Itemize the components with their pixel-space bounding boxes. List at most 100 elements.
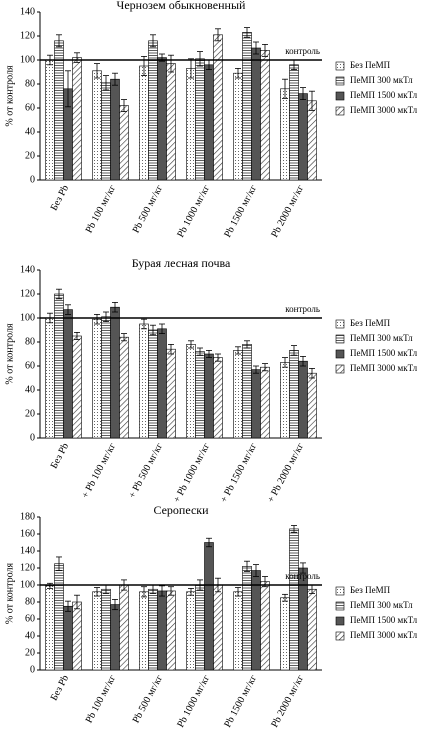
error-bar — [188, 58, 194, 79]
bar — [72, 57, 82, 181]
error-bar — [235, 346, 241, 355]
error-bar — [282, 78, 288, 99]
y-tick-label: 140 — [20, 264, 35, 275]
error-bar — [197, 51, 203, 67]
bar — [289, 64, 299, 181]
error-bar — [244, 560, 250, 572]
x-tick-label: Pb 500 мг/кг — [131, 673, 165, 725]
legend-swatch — [335, 616, 345, 626]
y-tick-label: 20 — [25, 647, 35, 658]
bar — [157, 590, 167, 671]
bar — [119, 584, 129, 671]
bar — [92, 591, 102, 671]
bar — [213, 357, 223, 439]
bar — [92, 70, 102, 181]
y-tick-label: 60 — [25, 360, 35, 371]
reference-label: контроль — [285, 46, 320, 56]
error-bar — [235, 68, 241, 79]
bar — [195, 584, 205, 671]
legend-label: ПеМП 1500 мкТл — [350, 348, 418, 358]
error-bar — [168, 54, 174, 73]
error-bar — [74, 52, 80, 63]
y-tick-label: 100 — [20, 312, 35, 323]
y-tick-label: 20 — [25, 150, 35, 161]
bar — [45, 59, 55, 181]
x-tick-label: + Pb 100 мг/кг — [80, 441, 118, 500]
error-bar — [112, 301, 118, 313]
legend-label: ПеМП 3000 мкТл — [350, 363, 418, 373]
error-bar — [94, 313, 100, 325]
error-bar — [300, 87, 306, 100]
legend-label: ПеМП 1500 мкТл — [350, 90, 418, 100]
x-tick-label: + Pb 1000 мг/кг — [172, 441, 213, 504]
legend-label: ПеМП 3000 мкТл — [350, 105, 418, 115]
error-bar — [168, 343, 174, 355]
bar — [157, 328, 167, 439]
y-axis-label: % от контроля — [4, 562, 15, 624]
bar — [307, 100, 317, 181]
error-bar — [141, 586, 147, 598]
bar — [251, 369, 261, 439]
bar — [242, 32, 252, 181]
bar — [139, 323, 149, 439]
bar — [213, 584, 223, 671]
x-tick-label: Без Pb — [49, 183, 72, 212]
y-tick-label: 0 — [30, 432, 35, 443]
y-tick-label: 0 — [30, 174, 35, 185]
y-tick-label: 120 — [20, 288, 35, 299]
bar — [110, 306, 120, 439]
x-tick-label: Без Pb — [49, 673, 72, 702]
y-tick-label: 60 — [25, 613, 35, 624]
y-tick-label: 40 — [25, 384, 35, 395]
y-tick-label: 140 — [20, 6, 35, 17]
y-tick-label: 40 — [25, 630, 35, 641]
bar — [92, 318, 102, 439]
bar — [251, 47, 261, 181]
y-tick-label: 180 — [20, 511, 35, 522]
bar — [148, 329, 158, 439]
y-tick-label: 100 — [20, 579, 35, 590]
legend-label: ПеМП 300 мкТл — [350, 75, 413, 85]
bar — [280, 88, 290, 181]
bar — [110, 78, 120, 181]
error-bar — [197, 347, 203, 356]
bar — [54, 563, 64, 671]
bar — [204, 542, 214, 671]
legend-label: ПеМП 1500 мкТл — [350, 615, 418, 625]
error-bar — [150, 324, 156, 336]
error-bar — [121, 333, 127, 342]
legend-swatch — [335, 91, 345, 101]
error-bar — [168, 586, 174, 596]
legend-swatch — [335, 364, 345, 374]
x-tick-label: Pb 1000 мг/кг — [175, 673, 212, 729]
error-bar — [253, 41, 259, 55]
bar — [63, 605, 73, 671]
legend-label: Без ПеМП — [350, 60, 391, 70]
bar — [148, 40, 158, 181]
bar — [280, 597, 290, 671]
chart-title: Серопески — [153, 503, 209, 517]
bar — [72, 335, 82, 439]
bar — [54, 40, 64, 181]
bar — [166, 348, 176, 439]
error-bar — [56, 34, 62, 48]
error-bar — [253, 365, 259, 374]
error-bar — [309, 367, 315, 379]
bar — [298, 360, 308, 439]
bar — [233, 591, 243, 671]
error-bar — [206, 537, 212, 548]
legend-label: ПеМП 300 мкТл — [350, 600, 413, 610]
error-bar — [112, 72, 118, 86]
bar — [139, 65, 149, 181]
error-bar — [103, 75, 109, 91]
legend-swatch — [335, 76, 345, 86]
x-tick-label: Pb 1500 мг/кг — [222, 673, 259, 729]
legend-label: ПеМП 300 мкТл — [350, 333, 413, 343]
error-bar — [141, 318, 147, 330]
y-tick-label: 20 — [25, 408, 35, 419]
legend-swatch — [335, 319, 345, 329]
error-bar — [282, 593, 288, 602]
legend-swatch — [335, 586, 345, 596]
x-tick-label: Без Pb — [49, 441, 72, 470]
bar — [148, 588, 158, 671]
